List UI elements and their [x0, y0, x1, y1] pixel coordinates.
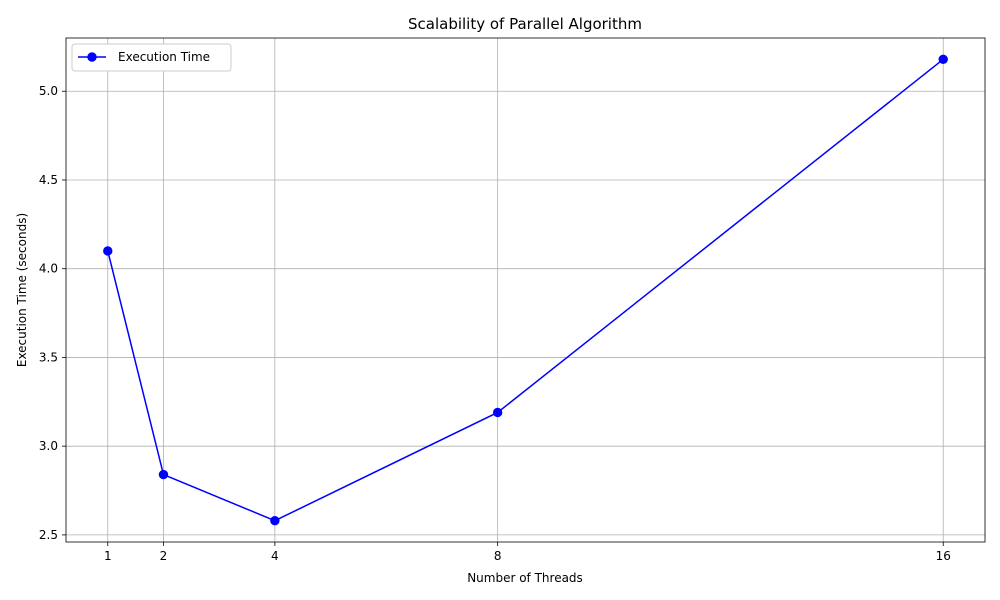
data-point	[938, 54, 948, 64]
x-tick-label: 16	[936, 549, 951, 563]
axes	[62, 37, 986, 546]
legend-box	[71, 43, 232, 72]
y-tick-label: 5.0	[39, 84, 58, 98]
y-tick-label: 4.0	[39, 262, 58, 276]
data-point	[158, 469, 169, 480]
y-tick-label: 2.5	[39, 528, 58, 542]
plot-frame	[65, 37, 986, 543]
x-axis-label: Number of Threads	[467, 571, 583, 585]
data-point	[492, 407, 503, 418]
y-tick-label: 3.0	[39, 439, 58, 453]
series-line-execution-time	[107, 58, 944, 522]
series-layer	[103, 54, 948, 526]
x-tick-label: 8	[494, 549, 502, 563]
x-tick-label: 4	[271, 549, 279, 563]
y-tick-label: 3.5	[39, 350, 58, 364]
tick-labels: 1 2 4 8 16 2.5 3.0 3.5 4.0 4.5 5.0	[39, 84, 951, 563]
data-point	[270, 516, 280, 526]
grid	[66, 38, 985, 542]
data-point	[103, 246, 113, 256]
x-tick-label: 2	[160, 549, 168, 563]
legend: Execution Time	[71, 43, 232, 72]
legend-label: Execution Time	[118, 50, 210, 64]
y-axis-label: Execution Time (seconds)	[15, 213, 29, 367]
x-tick-label: 1	[104, 549, 112, 563]
y-tick-label: 4.5	[39, 173, 58, 187]
chart-title: Scalability of Parallel Algorithm	[408, 15, 642, 33]
legend-marker-swatch	[87, 52, 97, 62]
